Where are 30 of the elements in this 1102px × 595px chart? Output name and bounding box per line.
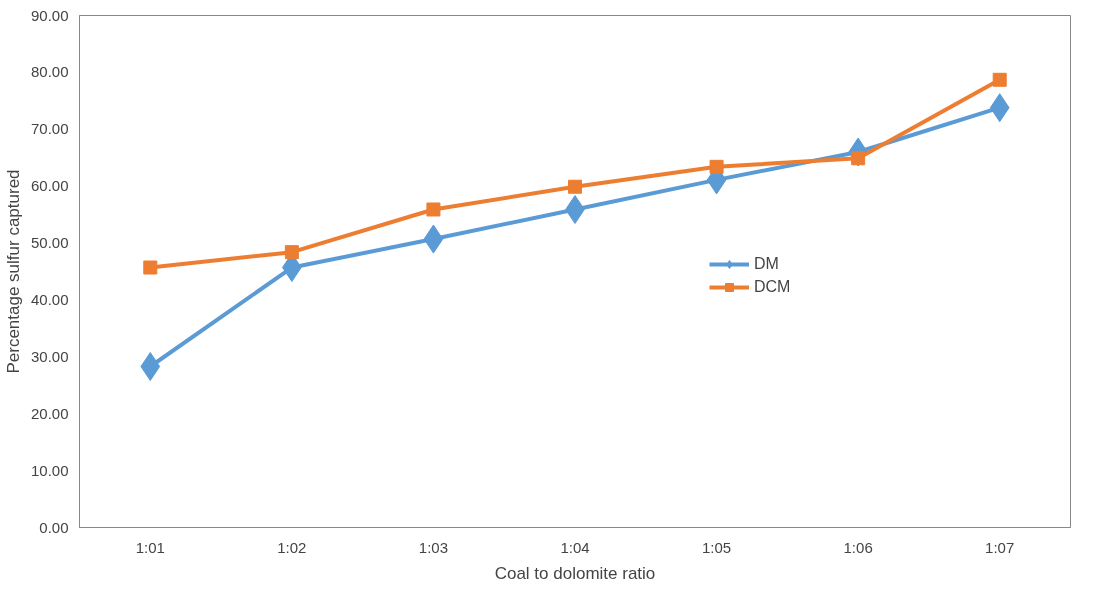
point: [568, 179, 582, 194]
x-tick-label: 1:05: [701, 538, 732, 556]
x-axis-title: Coal to dolomite ratio: [494, 563, 656, 583]
y-tick-label: 80.00: [30, 63, 69, 81]
legend-label: DCM: [754, 278, 791, 296]
y-tick-label: 0.00: [39, 518, 69, 536]
y-axis-title: Percentage sulfur captured: [3, 169, 23, 374]
point: [989, 93, 1010, 123]
x-tick-label: 1:04: [560, 538, 590, 556]
y-tick-label: 30.00: [30, 347, 69, 365]
x-tick-label: 1:07: [985, 538, 1015, 556]
point: [992, 72, 1007, 87]
y-tick-label: 40.00: [30, 290, 69, 308]
x-tick-label: 1:03: [418, 538, 449, 556]
point: [140, 352, 161, 381]
point: [426, 202, 441, 217]
y-tick-label: 20.00: [30, 404, 69, 422]
legend-label: DM: [754, 255, 779, 273]
x-tick-label: 1:02: [277, 538, 307, 556]
point: [284, 245, 299, 260]
point: [709, 159, 724, 174]
y-tick-label: 90.00: [30, 6, 69, 24]
x-tick-label: 1:01: [135, 538, 165, 556]
point: [143, 260, 158, 275]
y-tick-label: 50.00: [30, 234, 69, 252]
x-tick-label: 1:06: [843, 538, 873, 556]
y-tick-label: 60.00: [30, 177, 69, 195]
y-tick-label: 70.00: [30, 120, 69, 138]
y-tick-label: 10.00: [30, 461, 69, 479]
point: [423, 224, 444, 254]
